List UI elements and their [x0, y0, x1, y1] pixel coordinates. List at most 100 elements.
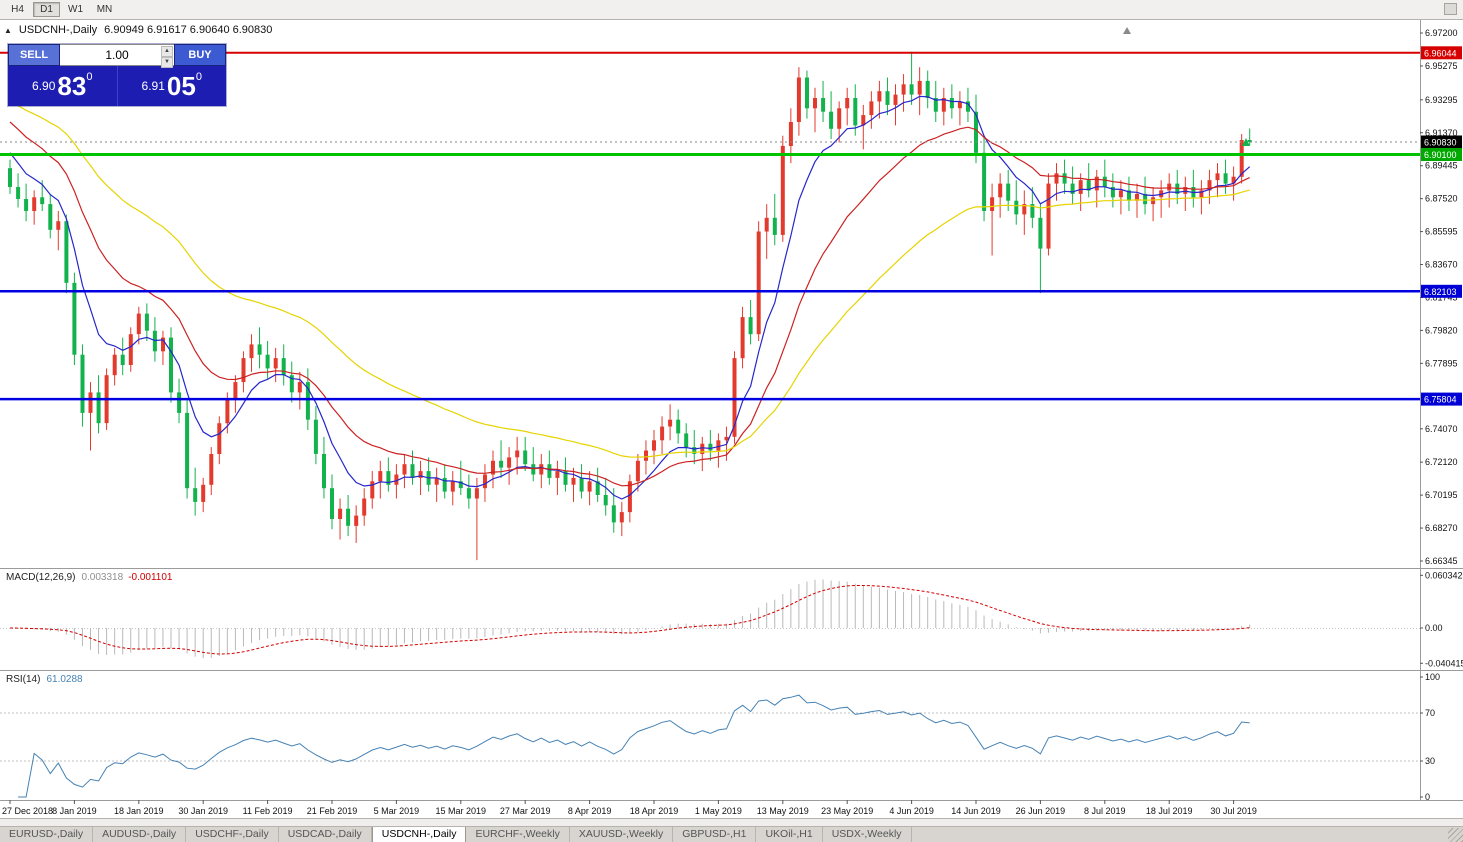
chart-tab-usdcad[interactable]: USDCAD-,Daily	[279, 827, 372, 842]
price-badge	[1421, 392, 1462, 406]
price-badge-label: 6.82103	[1424, 287, 1457, 297]
x-axis-label: 18 Jan 2019	[114, 806, 164, 816]
rsi-axis-label: 0	[1425, 792, 1430, 802]
y-axis-label: 6.85595	[1425, 227, 1458, 237]
price-badge	[1421, 148, 1462, 161]
timeframe-buttons: H4 D1 W1 MN	[4, 2, 118, 17]
ma-line-20	[9, 121, 1250, 487]
one-click-collapse-icon[interactable]: ▲	[4, 25, 12, 35]
x-axis-label: 1 May 2019	[695, 806, 742, 816]
price-badge-label: 6.75804	[1424, 395, 1457, 405]
macd-axis-label: 0.00	[1425, 623, 1443, 633]
y-axis-label: 6.77895	[1425, 358, 1458, 368]
rsi-axis-label: 100	[1425, 672, 1440, 682]
buy-price-display[interactable]: 6.91 05 0	[116, 66, 227, 106]
horizontal-scrollbar[interactable]	[0, 818, 1463, 826]
rsi-name: RSI(14)	[6, 674, 41, 685]
x-axis-label: 30 Jul 2019	[1210, 806, 1257, 816]
price-badge	[1421, 284, 1462, 298]
chart-symbol-label: USDCNH-,Daily	[18, 24, 98, 36]
x-axis-label: 14 Jun 2019	[951, 806, 1001, 816]
sell-price-display[interactable]: 6.90 83 0	[8, 66, 117, 106]
chart-tabs-bar: EURUSD-,Daily AUDUSD-,Daily USDCHF-,Daily U…	[0, 826, 1463, 842]
x-axis-label: 8 Jan 2019	[52, 806, 97, 816]
volume-stepper[interactable]: 1.00 ▲ ▼	[60, 44, 174, 68]
chart-tab-eurusd[interactable]: EURUSD-,Daily	[0, 827, 94, 842]
price-badge-label: 6.90830	[1424, 138, 1457, 148]
candlestick-series	[8, 51, 1252, 561]
x-axis-label: 23 May 2019	[821, 806, 873, 816]
x-axis-label: 15 Mar 2019	[436, 806, 487, 816]
macd-name: MACD(12,26,9)	[6, 572, 76, 583]
rsi-value: 61.0288	[46, 674, 83, 685]
chart-ohlc-values: 6.90949 6.91617 6.90640 6.90830	[104, 24, 273, 36]
x-axis-label: 30 Jan 2019	[178, 806, 228, 816]
rsi-line	[18, 694, 1250, 798]
x-axis-label: 5 Mar 2019	[374, 806, 420, 816]
x-axis-label: 11 Feb 2019	[243, 806, 293, 816]
x-axis-label: 18 Apr 2019	[630, 806, 679, 816]
chart-tab-ukoil[interactable]: UKOil-,H1	[756, 827, 823, 842]
chart-tab-xauusd[interactable]: XAUUSD-,Weekly	[570, 827, 674, 842]
x-axis-label: 27 Mar 2019	[500, 806, 551, 816]
chart-shift-marker[interactable]	[1123, 27, 1131, 34]
ask-price-small: 6.91	[141, 79, 165, 93]
ask-price-big: 05	[166, 71, 196, 101]
chart-tab-eurchf[interactable]: EURCHF-,Weekly	[466, 827, 570, 842]
price-level-lines[interactable]	[0, 51, 1420, 401]
chart-tab-gbpusd[interactable]: GBPUSD-,H1	[673, 827, 757, 842]
bid-price-big: 83	[57, 71, 87, 101]
timeframe-toolbar: H4 D1 W1 MN	[0, 0, 1463, 20]
macd-main-value: 0.003318	[81, 572, 124, 583]
y-axis-label: 6.66345	[1425, 556, 1458, 566]
y-axis-label: 6.83670	[1425, 260, 1458, 270]
chart-tab-usdcnh[interactable]: USDCNH-,Daily	[371, 827, 467, 842]
y-axis-label: 6.72120	[1425, 457, 1458, 467]
toolbar-overflow-button[interactable]	[1444, 3, 1457, 15]
macd-signal-line	[9, 585, 1250, 655]
price-badge	[1421, 135, 1462, 149]
volume-value[interactable]: 1.00	[105, 48, 129, 62]
ma-line-45	[9, 100, 1250, 458]
x-axis-label: 8 Apr 2019	[568, 806, 612, 816]
rsi-axis-label: 30	[1425, 756, 1435, 766]
timeframe-button-d1[interactable]: D1	[33, 2, 60, 17]
resize-grip[interactable]	[1448, 828, 1463, 842]
last-price-arrow	[1242, 138, 1250, 146]
y-axis-label: 6.93295	[1425, 95, 1458, 105]
y-axis-label: 6.97200	[1425, 28, 1458, 38]
x-axis-label: 27 Dec 2018	[2, 806, 53, 816]
chart-tab-audusd[interactable]: AUDUSD-,Daily	[93, 827, 187, 842]
chart-window: 0.060342 0.00 -0.040415 100 70 30 0 6.97200 6.95…	[0, 20, 1463, 818]
buy-button[interactable]: BUY	[174, 44, 226, 66]
price-badge-label: 6.96044	[1424, 48, 1457, 58]
volume-down-icon[interactable]: ▼	[161, 57, 173, 68]
rsi-indicator-label: RSI(14) 61.0288	[6, 674, 83, 685]
y-axis-label: 6.91370	[1425, 128, 1458, 138]
x-axis-label: 26 Jun 2019	[1016, 806, 1066, 816]
chart-tab-usdx[interactable]: USDX-,Weekly	[823, 827, 912, 842]
volume-up-icon[interactable]: ▲	[161, 46, 173, 57]
y-axis-label: 6.89445	[1425, 161, 1458, 171]
chart-tab-usdchf[interactable]: USDCHF-,Daily	[186, 827, 279, 842]
y-axis-label: 6.74070	[1425, 424, 1458, 434]
macd-histogram	[17, 579, 1251, 659]
price-chart-canvas[interactable]: 0.060342 0.00 -0.040415 100 70 30 0 6.97200 6.95…	[0, 20, 1463, 818]
x-axis-label: 13 May 2019	[757, 806, 809, 816]
bid-price-small: 6.90	[32, 79, 56, 93]
timeframe-button-w1[interactable]: W1	[62, 2, 89, 17]
sell-button[interactable]: SELL	[8, 44, 60, 66]
bid-price-sup: 0	[86, 71, 93, 83]
timeframe-button-mn[interactable]: MN	[91, 2, 118, 17]
one-click-trading-panel: SELL 1.00 ▲ ▼ BUY 6.90 83 0 6.91 05 0	[8, 44, 226, 106]
price-badge	[1421, 46, 1462, 60]
timeframe-button-h4[interactable]: H4	[4, 2, 31, 17]
x-axis-label: 8 Jul 2019	[1084, 806, 1126, 816]
macd-signal-value: -0.001101	[128, 572, 173, 583]
price-badge-label: 6.90100	[1424, 150, 1457, 160]
macd-indicator-label: MACD(12,26,9) 0.003318 -0.001101	[6, 572, 172, 583]
x-axis-label: 21 Feb 2019	[307, 806, 358, 816]
macd-axis-label: -0.040415	[1425, 658, 1463, 668]
x-axis-label: 4 Jun 2019	[889, 806, 934, 816]
y-axis-label: 6.70195	[1425, 490, 1458, 500]
